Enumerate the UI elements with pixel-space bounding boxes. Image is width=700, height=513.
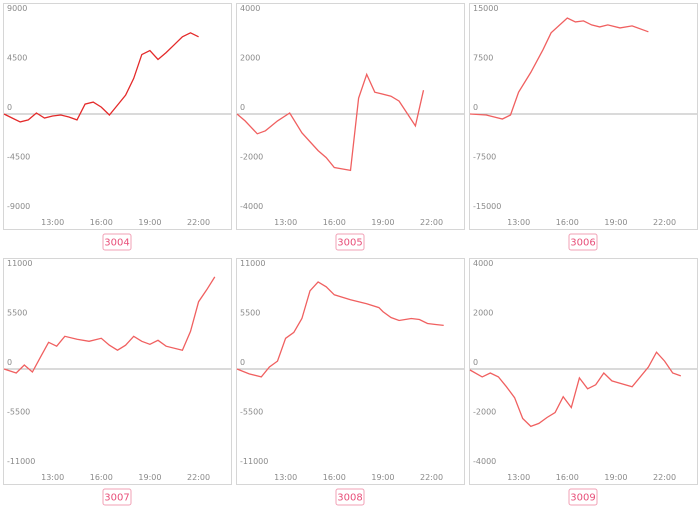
panel: -15000 -7500 0 7500 15000 13:00 16:00 19:00 22:0… [469, 3, 698, 251]
y-tick-label: -5500 [7, 408, 30, 417]
line [3, 276, 216, 374]
title-box [568, 233, 598, 251]
y-tick-label: 0 [240, 103, 245, 112]
x-tick-label: 16:00 [323, 218, 346, 227]
line [236, 72, 425, 172]
y-tick-label: -2000 [240, 153, 263, 162]
x-tick-label: 16:00 [556, 473, 579, 482]
y-tick-label: -4000 [473, 457, 496, 466]
title-box [335, 233, 365, 251]
line [236, 281, 444, 378]
x-tick-label: 22:00 [187, 218, 210, 227]
panel: -4000 -2000 0 2000 4000 13:00 16:00 19:00 22:00 3… [469, 258, 698, 506]
y-tick-label: -7500 [473, 153, 496, 162]
x-tick-label: 19:00 [604, 218, 627, 227]
panel: -11000 -5500 0 5500 11000 13:00 16:00 19:00 22:0… [236, 258, 465, 506]
panel: -9000 -4500 0 4500 9000 13:00 16:00 19:00 22:00 3… [3, 3, 232, 251]
y-tick-label: 2000 [240, 54, 260, 63]
x-tick-label: 19:00 [138, 473, 161, 482]
x-tick-label: 19:00 [371, 473, 394, 482]
title-box [102, 233, 132, 251]
y-tick-label: -4000 [240, 202, 263, 211]
y-tick-label: -15000 [473, 202, 501, 211]
y-tick-label: 0 [7, 358, 12, 367]
x-tick-label: 16:00 [90, 218, 113, 227]
x-tick-label: 22:00 [420, 473, 443, 482]
chart-title: 3006 [570, 238, 595, 249]
y-tick-label: 9000 [7, 4, 27, 13]
panel-frame [236, 258, 465, 485]
y-tick-label: 11000 [7, 259, 32, 268]
y-tick-label: -2000 [473, 408, 496, 417]
line [3, 32, 199, 123]
x-tick-label: 19:00 [371, 218, 394, 227]
x-tick-label: 13:00 [507, 473, 530, 482]
y-tick-label: -11000 [240, 457, 268, 466]
line [469, 17, 649, 120]
x-tick-label: 22:00 [653, 218, 676, 227]
y-tick-label: 4000 [473, 259, 493, 268]
y-tick-label: 7500 [473, 54, 493, 63]
x-tick-label: 22:00 [653, 473, 676, 482]
panel: -4000 -2000 0 2000 4000 13:00 16:00 19:00 22:00 3… [236, 3, 465, 251]
chart-title: 3008 [337, 493, 362, 504]
line [469, 351, 682, 428]
chart-title: 3007 [104, 493, 129, 504]
x-tick-label: 22:00 [187, 473, 210, 482]
y-tick-label: 0 [473, 103, 478, 112]
chart-title: 3009 [570, 493, 595, 504]
panel-frame [469, 3, 698, 230]
y-tick-label: 11000 [240, 259, 265, 268]
x-tick-label: 19:00 [604, 473, 627, 482]
x-tick-label: 13:00 [41, 473, 64, 482]
x-tick-label: 22:00 [420, 218, 443, 227]
x-tick-label: 16:00 [323, 473, 346, 482]
y-tick-label: -4500 [7, 153, 30, 162]
chart-title: 3004 [104, 238, 129, 249]
y-tick-label: 5500 [240, 309, 260, 318]
title-box [335, 488, 365, 506]
y-tick-label: 4000 [240, 4, 260, 13]
x-tick-label: 13:00 [41, 218, 64, 227]
panel-frame [3, 258, 232, 485]
title-box [568, 488, 598, 506]
y-tick-label: 15000 [473, 4, 498, 13]
y-tick-label: -9000 [7, 202, 30, 211]
panel-frame [469, 258, 698, 485]
y-tick-label: 0 [7, 103, 12, 112]
panel-frame [3, 3, 232, 230]
x-tick-label: 13:00 [274, 218, 297, 227]
x-tick-label: 13:00 [507, 218, 530, 227]
x-tick-label: 16:00 [556, 218, 579, 227]
y-tick-label: 2000 [473, 309, 493, 318]
y-tick-label: 4500 [7, 54, 27, 63]
x-tick-label: 16:00 [90, 473, 113, 482]
panel-frame [236, 3, 465, 230]
chart-title: 3005 [337, 238, 362, 249]
y-tick-label: -11000 [7, 457, 35, 466]
x-tick-label: 13:00 [274, 473, 297, 482]
panel: -11000 -5500 0 5500 11000 13:00 16:00 19:00 22:0… [3, 258, 232, 506]
x-tick-label: 19:00 [138, 218, 161, 227]
y-tick-label: 0 [240, 358, 245, 367]
y-tick-label: -5500 [240, 408, 263, 417]
title-box [102, 488, 132, 506]
y-tick-label: 5500 [7, 309, 27, 318]
y-tick-label: 0 [473, 358, 478, 367]
